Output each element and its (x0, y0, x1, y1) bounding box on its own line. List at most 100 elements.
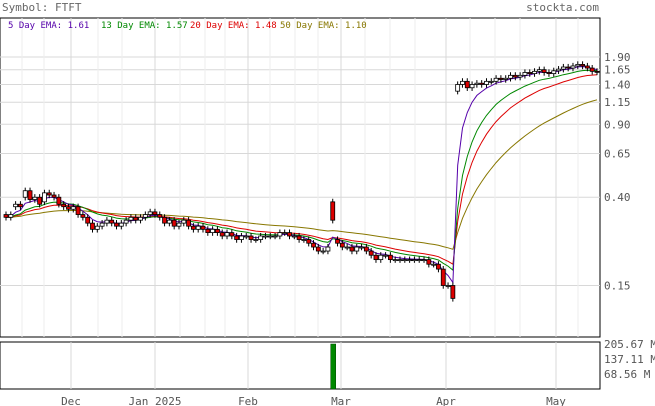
candle-body (215, 228, 220, 234)
candle-body (584, 65, 590, 69)
price-tick-label: 0.15 (604, 280, 631, 293)
candle-body (325, 246, 331, 252)
candle-body (464, 80, 470, 89)
candle-body (335, 239, 340, 244)
ema-lines (5, 66, 598, 284)
price-tick-label: 0.90 (604, 118, 631, 131)
candle-body (570, 65, 576, 69)
candle-body (104, 219, 110, 224)
candle-body (8, 214, 14, 218)
candle-body (181, 219, 187, 224)
legend-entry: 5 Day EMA: 1.61 (8, 21, 89, 31)
candle-body (138, 216, 143, 221)
candle-body (205, 228, 211, 234)
x-tick-label: May (546, 395, 566, 406)
candle-body (431, 263, 437, 266)
site-label: stockta.com (526, 1, 599, 14)
price-grid (0, 18, 600, 337)
price-tick-label: 1.40 (604, 78, 631, 91)
candle-body (171, 219, 177, 227)
legend: 5 Day EMA: 1.61 13 Day EMA: 1.57 20 Day EM… (8, 21, 367, 31)
volume-tick-label: 205.67 M (604, 338, 655, 351)
candle-body (354, 246, 360, 252)
candle-body (22, 190, 28, 198)
candle-body (99, 222, 105, 227)
candle-body (234, 235, 240, 240)
candle-body (142, 214, 148, 218)
candle-body (344, 246, 350, 249)
symbol-label: Symbol: FTFT (2, 1, 82, 14)
candle-body (56, 196, 62, 205)
price-tick-label: 1.90 (604, 51, 631, 64)
candle-body (320, 250, 326, 253)
candle-body (445, 285, 451, 287)
volume-y-ticks: 205.67 M 137.11 M 68.56 M (604, 338, 655, 381)
legend-entry: 13 Day EMA: 1.57 (101, 21, 188, 31)
candle-body (229, 232, 235, 237)
candle-body (383, 254, 388, 257)
candle-body (13, 203, 19, 208)
candle-body (416, 259, 422, 262)
candle-body (306, 239, 312, 244)
candle-body (287, 232, 292, 237)
candle-body (503, 77, 509, 80)
legend-entry: 50 Day EMA: 1.10 (280, 21, 367, 31)
candle-body (152, 211, 158, 215)
candle-body (94, 225, 100, 230)
price-tick-label: 0.40 (604, 191, 631, 204)
candle-body (75, 206, 81, 215)
candle-body (359, 246, 364, 249)
candle-body (565, 66, 571, 69)
ema13-line (5, 69, 598, 272)
price-panel (0, 17, 601, 338)
candle-body (311, 242, 316, 248)
candle-body (532, 70, 537, 75)
candle-body (147, 211, 153, 215)
candle-body (66, 206, 71, 210)
x-tick-label: Apr (436, 395, 456, 406)
candle-body (166, 219, 172, 224)
candle-body (575, 64, 581, 67)
candle-body (455, 84, 461, 92)
price-tick-label: 1.15 (604, 96, 631, 109)
candle-body (258, 235, 264, 240)
volume-panel (0, 341, 601, 390)
candle-body (412, 259, 417, 262)
candle-body (277, 232, 283, 237)
candle-body (363, 246, 369, 252)
candle-body (27, 190, 33, 200)
candle-body (248, 235, 254, 240)
candle-body (488, 80, 494, 83)
candle-body (436, 263, 441, 270)
candle-body (46, 192, 52, 196)
candle-body (162, 216, 167, 224)
x-tick-label: Jan 2025 (129, 395, 182, 406)
candle-body (392, 259, 398, 262)
candle-body (296, 235, 302, 240)
price-tick-label: 1.65 (604, 64, 631, 77)
candle-body (123, 219, 129, 224)
candle-body (594, 70, 600, 73)
candle-body (3, 214, 9, 218)
candle-body (551, 70, 557, 75)
candle-body (61, 203, 67, 208)
candle-body (512, 74, 518, 78)
candle-body (560, 66, 566, 70)
candle-body (176, 222, 182, 227)
volume-grid (70, 342, 557, 389)
candle-body (42, 192, 47, 203)
candle-body (349, 246, 355, 252)
candle-body (51, 194, 57, 198)
candle-body (195, 225, 201, 230)
candle-body (157, 214, 163, 218)
candle-body (440, 268, 446, 286)
candle-body (90, 222, 95, 230)
x-tick-label: Feb (238, 395, 258, 406)
candle-body (263, 235, 268, 238)
candle-body (450, 285, 456, 299)
candle-body (378, 254, 384, 261)
legend-entry: 20 Day EMA: 1.48 (190, 21, 277, 31)
candle-body (508, 74, 513, 79)
candle-body (339, 242, 345, 248)
